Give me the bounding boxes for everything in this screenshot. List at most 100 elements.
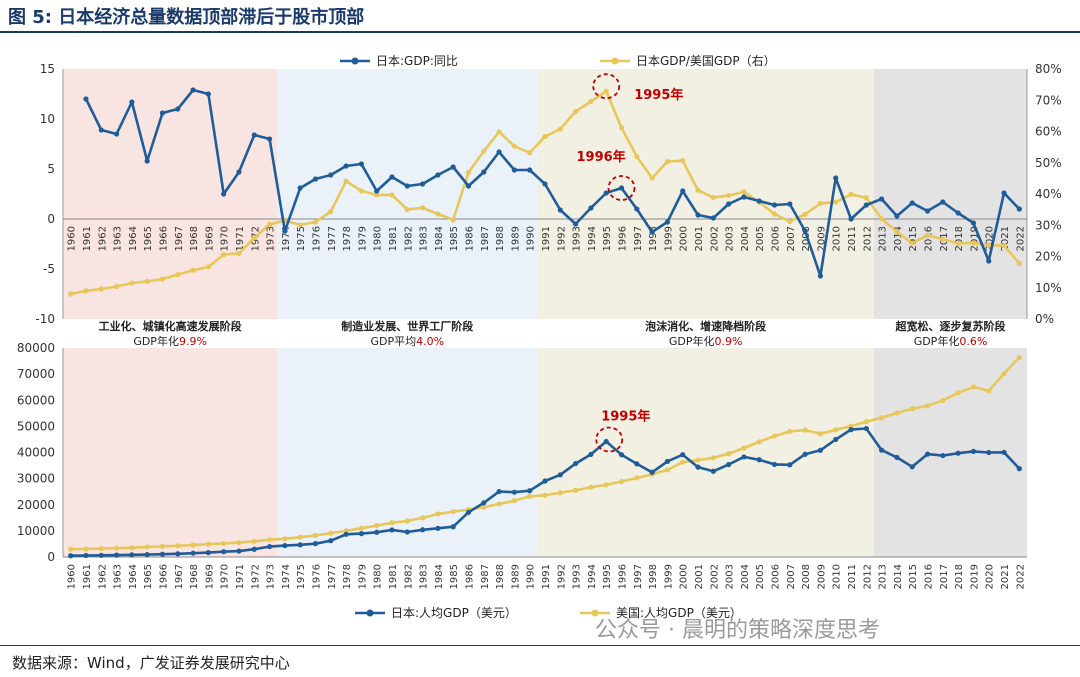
jp-percap-series-point (251, 546, 257, 552)
x-tick-label-bottom: 1960 (67, 564, 78, 589)
x-tick-label-bottom: 1971 (235, 564, 246, 589)
ratio-series-point (236, 250, 242, 256)
x-tick-label-bottom: 2006 (771, 564, 782, 589)
x-tick-label-bottom: 2003 (725, 564, 736, 589)
x-tick-label-top: 1973 (266, 226, 277, 251)
ratio-series-point (986, 242, 992, 248)
x-tick-label-bottom: 1980 (373, 564, 384, 589)
bottom-left-tick-label: 80000 (17, 341, 55, 355)
ratio-series-point (481, 148, 487, 154)
x-tick-label-top: 2020 (985, 226, 996, 251)
x-tick-label-top: 2014 (893, 226, 904, 251)
us-percap-series-point (833, 427, 839, 433)
jp-percap-series-point (970, 448, 977, 455)
x-tick-label-bottom: 2011 (847, 564, 858, 589)
us-percap-series-point (741, 445, 747, 451)
x-tick-label-bottom: 1982 (403, 564, 414, 589)
x-tick-label-bottom: 2014 (893, 564, 904, 589)
annotation-label-1995-top: 1995年 (634, 87, 683, 103)
jp-percap-series-point (940, 452, 946, 459)
us-percap-series-point (175, 543, 181, 549)
jp-percap-series-point (756, 457, 762, 463)
x-tick-label-top: 1995 (602, 226, 613, 251)
gdp-yoy-series-point (603, 190, 609, 196)
gdp-yoy-series-point (1001, 190, 1007, 196)
gdp-yoy-series-point (894, 213, 900, 219)
x-tick-label-top: 2003 (725, 226, 736, 251)
us-percap-series-point (603, 482, 609, 488)
jp-percap-series-point (419, 527, 426, 533)
ratio-series-point (695, 187, 701, 193)
gdp-yoy-series-point (833, 175, 839, 181)
us-percap-series-point (940, 397, 946, 404)
x-tick-label-top: 1987 (480, 226, 491, 251)
x-tick-label-top: 1975 (296, 226, 307, 251)
gdp-yoy-series-point (328, 172, 334, 178)
x-tick-label-bottom: 1995 (602, 564, 613, 589)
us-percap-series-point (817, 431, 824, 437)
gdp-yoy-series-point (266, 136, 273, 142)
gdp-yoy-series-point (175, 106, 181, 112)
gdp-yoy-series-point (465, 183, 472, 189)
x-tick-label-top: 1998 (648, 226, 659, 251)
jp-percap-series-point (190, 550, 196, 556)
gdp-yoy-series-point (817, 273, 824, 279)
us-percap-series-point (771, 433, 778, 439)
ratio-series-point (726, 192, 732, 199)
gdp-yoy-series-point (924, 208, 931, 214)
jp-percap-series-point (680, 452, 686, 458)
us-percap-series-point (695, 457, 701, 463)
us-percap-series-point (511, 498, 517, 504)
left-tick-label: -5 (43, 262, 55, 276)
gdp-yoy-series-point (756, 198, 762, 204)
us-percap-series-point (909, 406, 915, 412)
gdp-yoy-series-point (726, 201, 732, 207)
x-tick-label-bottom: 1975 (296, 564, 307, 589)
x-tick-label-top: 1961 (82, 226, 93, 251)
ratio-series-point (924, 232, 931, 238)
gdp-yoy-series-point (955, 210, 961, 216)
source-rule (0, 645, 1080, 646)
x-tick-label-top: 1988 (495, 226, 506, 251)
ratio-series-point (358, 188, 364, 194)
jp-percap-series-point (404, 529, 410, 535)
us-percap-series-point (481, 504, 487, 510)
right-tick-label: 80% (1035, 62, 1062, 76)
x-tick-label-top: 1976 (311, 226, 322, 251)
ratio-series-point (833, 199, 839, 205)
x-tick-label-top: 1999 (663, 226, 674, 251)
gdp-yoy-series-point (527, 167, 533, 173)
x-tick-label-bottom: 2010 (832, 564, 843, 589)
right-tick-label: 10% (1035, 281, 1062, 295)
x-tick-label-bottom: 2022 (1015, 564, 1026, 589)
x-tick-label-bottom: 2009 (816, 564, 827, 589)
jp-percap-series-point (986, 449, 992, 456)
ratio-series-point (618, 125, 625, 131)
ratio-series-point (603, 88, 609, 94)
legend-jp-percap-label: 日本:人均GDP（美元） (391, 606, 517, 620)
stage-rate: GDP年化9.9% (133, 334, 207, 348)
x-tick-label-bottom: 1978 (342, 564, 353, 589)
x-tick-label-top: 1960 (67, 226, 78, 251)
x-tick-label-top: 2001 (694, 226, 705, 251)
ratio-series-point (205, 264, 211, 270)
gdp-yoy-series-point (802, 228, 808, 234)
jp-percap-series-point (374, 529, 380, 535)
gdp-yoy-series-point (573, 221, 579, 227)
stage-band-top (277, 69, 538, 319)
ratio-series-point (573, 108, 579, 115)
gdp-yoy-series-point (1016, 206, 1022, 212)
us-percap-series-point (924, 403, 931, 409)
us-percap-series-point (1001, 370, 1007, 377)
jp-percap-series-point (649, 469, 655, 475)
x-tick-label-bottom: 1994 (587, 564, 598, 589)
jp-percap-series-point (113, 552, 120, 558)
us-percap-series-point (879, 415, 885, 421)
x-tick-label-bottom: 1962 (97, 564, 108, 589)
jp-percap-series-point (450, 524, 456, 530)
x-tick-label-top: 1989 (510, 226, 521, 251)
jp-percap-series-point (129, 552, 135, 558)
ratio-series-point (955, 240, 961, 246)
gdp-yoy-series-point (221, 191, 227, 197)
us-percap-series-point (496, 501, 502, 507)
